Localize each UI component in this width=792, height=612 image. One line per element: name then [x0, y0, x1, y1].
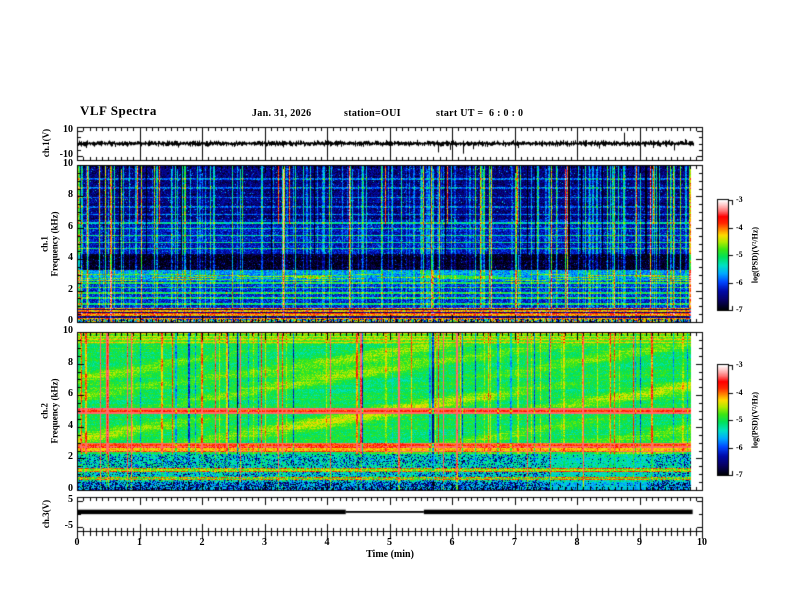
ch1-spec-y-tick-0: 0 [68, 315, 73, 326]
x-tick-label-10: 10 [697, 537, 707, 548]
colorbar2-tick--4: -4 [736, 387, 743, 397]
ch2-spec-y-tick-8: 8 [68, 356, 73, 368]
time-axis-label: Time (min) [366, 549, 414, 560]
colorbar1-tick--4: -4 [736, 222, 743, 232]
ch3-volt-tick--5: -5 [64, 520, 73, 532]
figure-date: Jan. 31, 2026 [252, 108, 312, 119]
ch2-spec-y-tick-0: 0 [68, 483, 73, 494]
ch2-spec-y-tick-2: 2 [68, 451, 73, 463]
start-ut-label: start UT = 6 : 0 : 0 [436, 108, 524, 119]
ch2-spec-y-tick-10: 10 [63, 325, 73, 336]
colorbar2-tick--5: -5 [736, 415, 743, 424]
ch1-spec-y-tick-10: 10 [63, 158, 73, 169]
ch3-volt-tick-5: 5 [68, 493, 73, 505]
figure-title: VLF Spectra [80, 103, 157, 118]
ch1-volt-tick--10: -10 [59, 149, 73, 161]
colorbar2-tick--3: -3 [736, 360, 743, 369]
colorbar1-tick--5: -5 [736, 250, 743, 259]
ch2-spec-y-tick-6: 6 [68, 388, 73, 400]
x-tick-label-8: 8 [574, 537, 580, 548]
x-tick-label-9: 9 [637, 537, 642, 548]
ch1-spec-y-tick-8: 8 [68, 189, 73, 201]
x-tick-label-4: 4 [324, 537, 330, 548]
colorbar1-tick--6: -6 [736, 277, 743, 287]
x-tick-label-6: 6 [449, 537, 455, 548]
ch1-volt-tick-10: 10 [63, 123, 73, 135]
colorbar1-tick--3: -3 [736, 195, 743, 204]
x-tick-label-1: 1 [137, 537, 142, 548]
x-tick-label-5: 5 [387, 537, 392, 548]
colorbar2-label: log(PSD)(V²/Hz) [750, 391, 760, 449]
ch1-spec-y-tick-4: 4 [68, 252, 73, 264]
station-label: station=OUI [344, 108, 401, 119]
colorbar1-label: log(PSD)(V²/Hz) [750, 226, 760, 284]
colorbar2-tick--6: -6 [736, 442, 743, 452]
ch1-spec-y-tick-6: 6 [68, 220, 73, 232]
x-tick-label-0: 0 [74, 537, 80, 548]
x-tick-label-7: 7 [512, 537, 517, 548]
x-tick-label-3: 3 [262, 537, 267, 548]
colorbar1-tick--7: -7 [736, 305, 743, 314]
ch1-spec-y-tick-2: 2 [68, 283, 73, 295]
x-tick-label-2: 2 [199, 537, 205, 548]
colorbar2-tick--7: -7 [736, 470, 743, 479]
ch2-spec-y-tick-4: 4 [68, 419, 73, 431]
